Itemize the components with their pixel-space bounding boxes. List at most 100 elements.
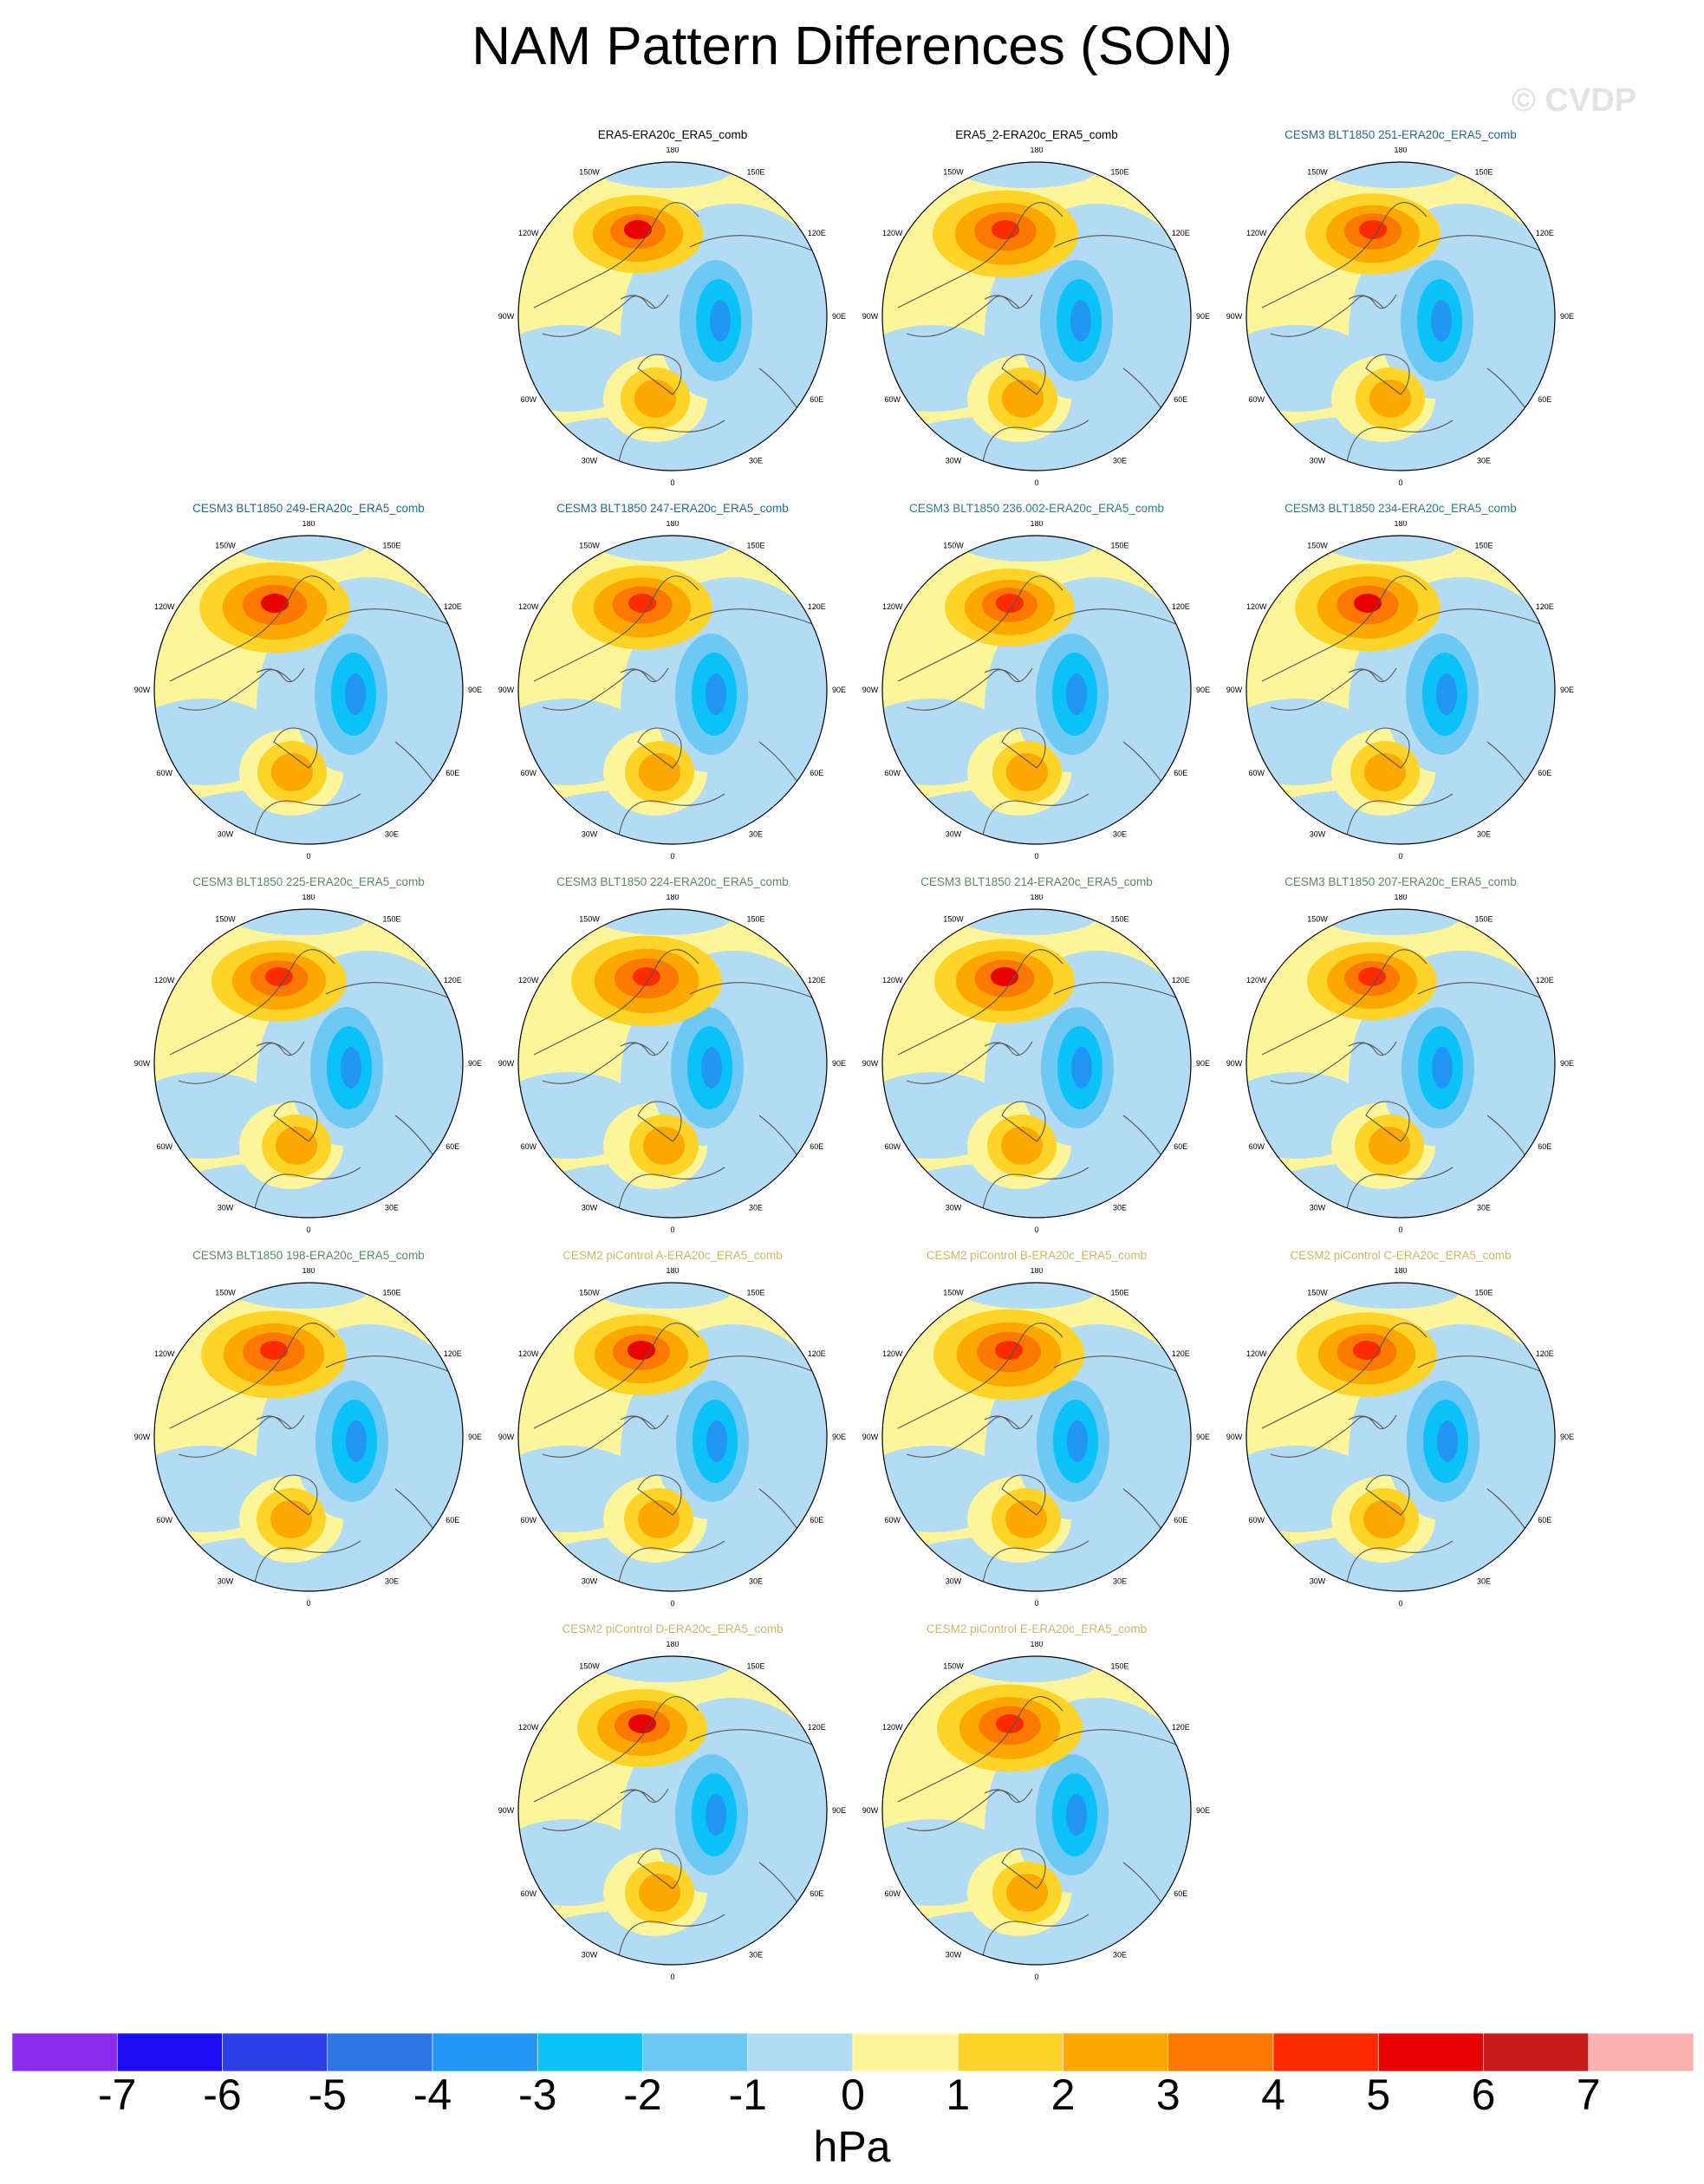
longitude-label: 60E <box>1538 1142 1551 1151</box>
longitude-label: 0 <box>306 852 310 859</box>
polar-stereographic-map: 180 150E 120E 90E 60E 30E 0 30W 60W 90W 120W 150W <box>1226 521 1574 859</box>
longitude-label: 30E <box>385 1576 399 1585</box>
coastline <box>1348 667 1397 683</box>
panel-title: CESM2 piControl E-ERA20c_ERA5_comb <box>926 1622 1148 1635</box>
longitude-label: 120E <box>1172 1723 1190 1732</box>
positive-anomaly-contour <box>996 1714 1024 1733</box>
positive-anomaly-contour <box>1354 594 1382 613</box>
coastline <box>1322 793 1454 844</box>
coastline <box>620 294 669 309</box>
coastline <box>594 1167 725 1218</box>
longitude-label: 180 <box>1394 147 1407 154</box>
positive-anomaly-contour <box>1369 380 1411 418</box>
longitude-label: 60W <box>884 395 901 404</box>
coastline <box>1053 1729 1185 1751</box>
colorbar-tick: 7 <box>1576 2070 1601 2119</box>
coastline <box>169 949 335 1056</box>
longitude-label: 120W <box>882 1723 903 1732</box>
longitude-label: 150E <box>746 915 764 924</box>
longitude-label: 150W <box>579 168 600 177</box>
coastline <box>984 1788 1033 1804</box>
colorbar-tick: -7 <box>98 2070 137 2119</box>
coastline <box>1261 575 1428 682</box>
coastline <box>897 575 1063 682</box>
coastline <box>984 294 1033 309</box>
longitude-label: 30E <box>1113 1950 1127 1959</box>
panel-title: CESM2 piControl A-ERA20c_ERA5_comb <box>563 1249 783 1262</box>
longitude-label: 180 <box>1030 894 1043 901</box>
longitude-label: 150E <box>382 915 400 924</box>
colorbar-swatch <box>852 2033 959 2071</box>
longitude-label: 150E <box>1474 1289 1493 1297</box>
positive-anomaly-contour <box>270 1500 312 1538</box>
positive-anomaly-contour <box>638 1500 680 1538</box>
coastline <box>958 793 1089 844</box>
cvdp-watermark: © CVDP <box>1511 82 1636 119</box>
longitude-label: 90W <box>862 1059 879 1068</box>
positive-anomaly-contour <box>624 220 652 239</box>
panel-title: ERA5-ERA20c_ERA5_comb <box>597 128 748 141</box>
longitude-label: 120E <box>1172 1349 1190 1358</box>
positive-anomaly-contour <box>271 753 313 791</box>
coastline <box>689 1355 821 1377</box>
coastline <box>1417 1355 1549 1377</box>
coastline <box>533 575 699 682</box>
positive-anomaly-contour <box>996 594 1024 613</box>
colorbar-swatch <box>1272 2033 1379 2071</box>
panel-title: CESM3 BLT1850 225-ERA20c_ERA5_comb <box>192 875 425 888</box>
panel-title: CESM3 BLT1850 207-ERA20c_ERA5_comb <box>1285 875 1517 888</box>
longitude-label: 30E <box>1113 829 1127 838</box>
longitude-label: 180 <box>666 1268 679 1275</box>
longitude-label: 60E <box>810 1516 823 1524</box>
longitude-label: 90E <box>1196 312 1210 321</box>
longitude-label: 150W <box>215 1289 236 1297</box>
longitude-label: 150W <box>579 1289 600 1297</box>
map-panel: CESM3 BLT1850 234-ERA20c_ERA5_comb 180 150… <box>1219 502 1583 859</box>
coastline <box>594 1914 725 1965</box>
negative-anomaly-region <box>231 909 369 935</box>
coastline <box>230 1540 361 1591</box>
map-border <box>517 1282 828 1592</box>
longitude-label: 180 <box>666 147 679 154</box>
colorbar-swatch <box>1063 2033 1169 2071</box>
longitude-label: 60E <box>1538 769 1551 777</box>
negative-anomaly-region <box>595 162 733 188</box>
negative-anomaly-region <box>959 909 1097 935</box>
negative-anomaly-region <box>882 790 1123 844</box>
coastline <box>689 1729 821 1751</box>
negative-anomaly-region <box>518 1910 759 1965</box>
negative-anomaly-region <box>154 1537 395 1591</box>
negative-anomaly-region <box>1246 1163 1487 1218</box>
colorbar-tick: -5 <box>308 2070 347 2119</box>
positive-anomaly-contour <box>1006 1874 1048 1912</box>
negative-anomaly-contour <box>1431 300 1452 341</box>
negative-anomaly-contour <box>706 1794 726 1836</box>
longitude-label: 120E <box>1536 976 1554 985</box>
longitude-label: 120E <box>1172 602 1190 611</box>
coastline <box>594 793 725 844</box>
longitude-label: 60W <box>1248 1516 1265 1524</box>
polar-stereographic-map: 180 150E 120E 90E 60E 30E 0 30W 60W 90W 120W 150W <box>134 1268 482 1606</box>
longitude-label: 180 <box>666 894 679 901</box>
positive-anomaly-contour <box>1005 1500 1047 1538</box>
longitude-label: 0 <box>670 1225 674 1232</box>
coastline <box>897 949 1063 1056</box>
longitude-label: 0 <box>1034 852 1038 859</box>
positive-anomaly-contour <box>628 594 656 613</box>
negative-anomaly-contour <box>1437 1420 1458 1462</box>
longitude-label: 90W <box>1226 1433 1243 1441</box>
longitude-label: 180 <box>1030 1641 1043 1648</box>
longitude-label: 120W <box>1246 976 1267 985</box>
negative-anomaly-contour <box>701 1047 722 1089</box>
longitude-label: 60W <box>520 395 537 404</box>
longitude-label: 60E <box>1174 395 1187 404</box>
longitude-label: 120W <box>518 602 539 611</box>
longitude-label: 30E <box>1477 456 1491 465</box>
colorbar-tick: 2 <box>1050 2070 1076 2119</box>
coastline <box>984 1414 1033 1430</box>
longitude-label: 30W <box>1310 456 1326 465</box>
negative-anomaly-contour <box>346 1420 367 1462</box>
longitude-label: 150E <box>382 1289 400 1297</box>
longitude-label: 0 <box>670 1973 674 1979</box>
positive-anomaly-contour <box>261 594 289 613</box>
